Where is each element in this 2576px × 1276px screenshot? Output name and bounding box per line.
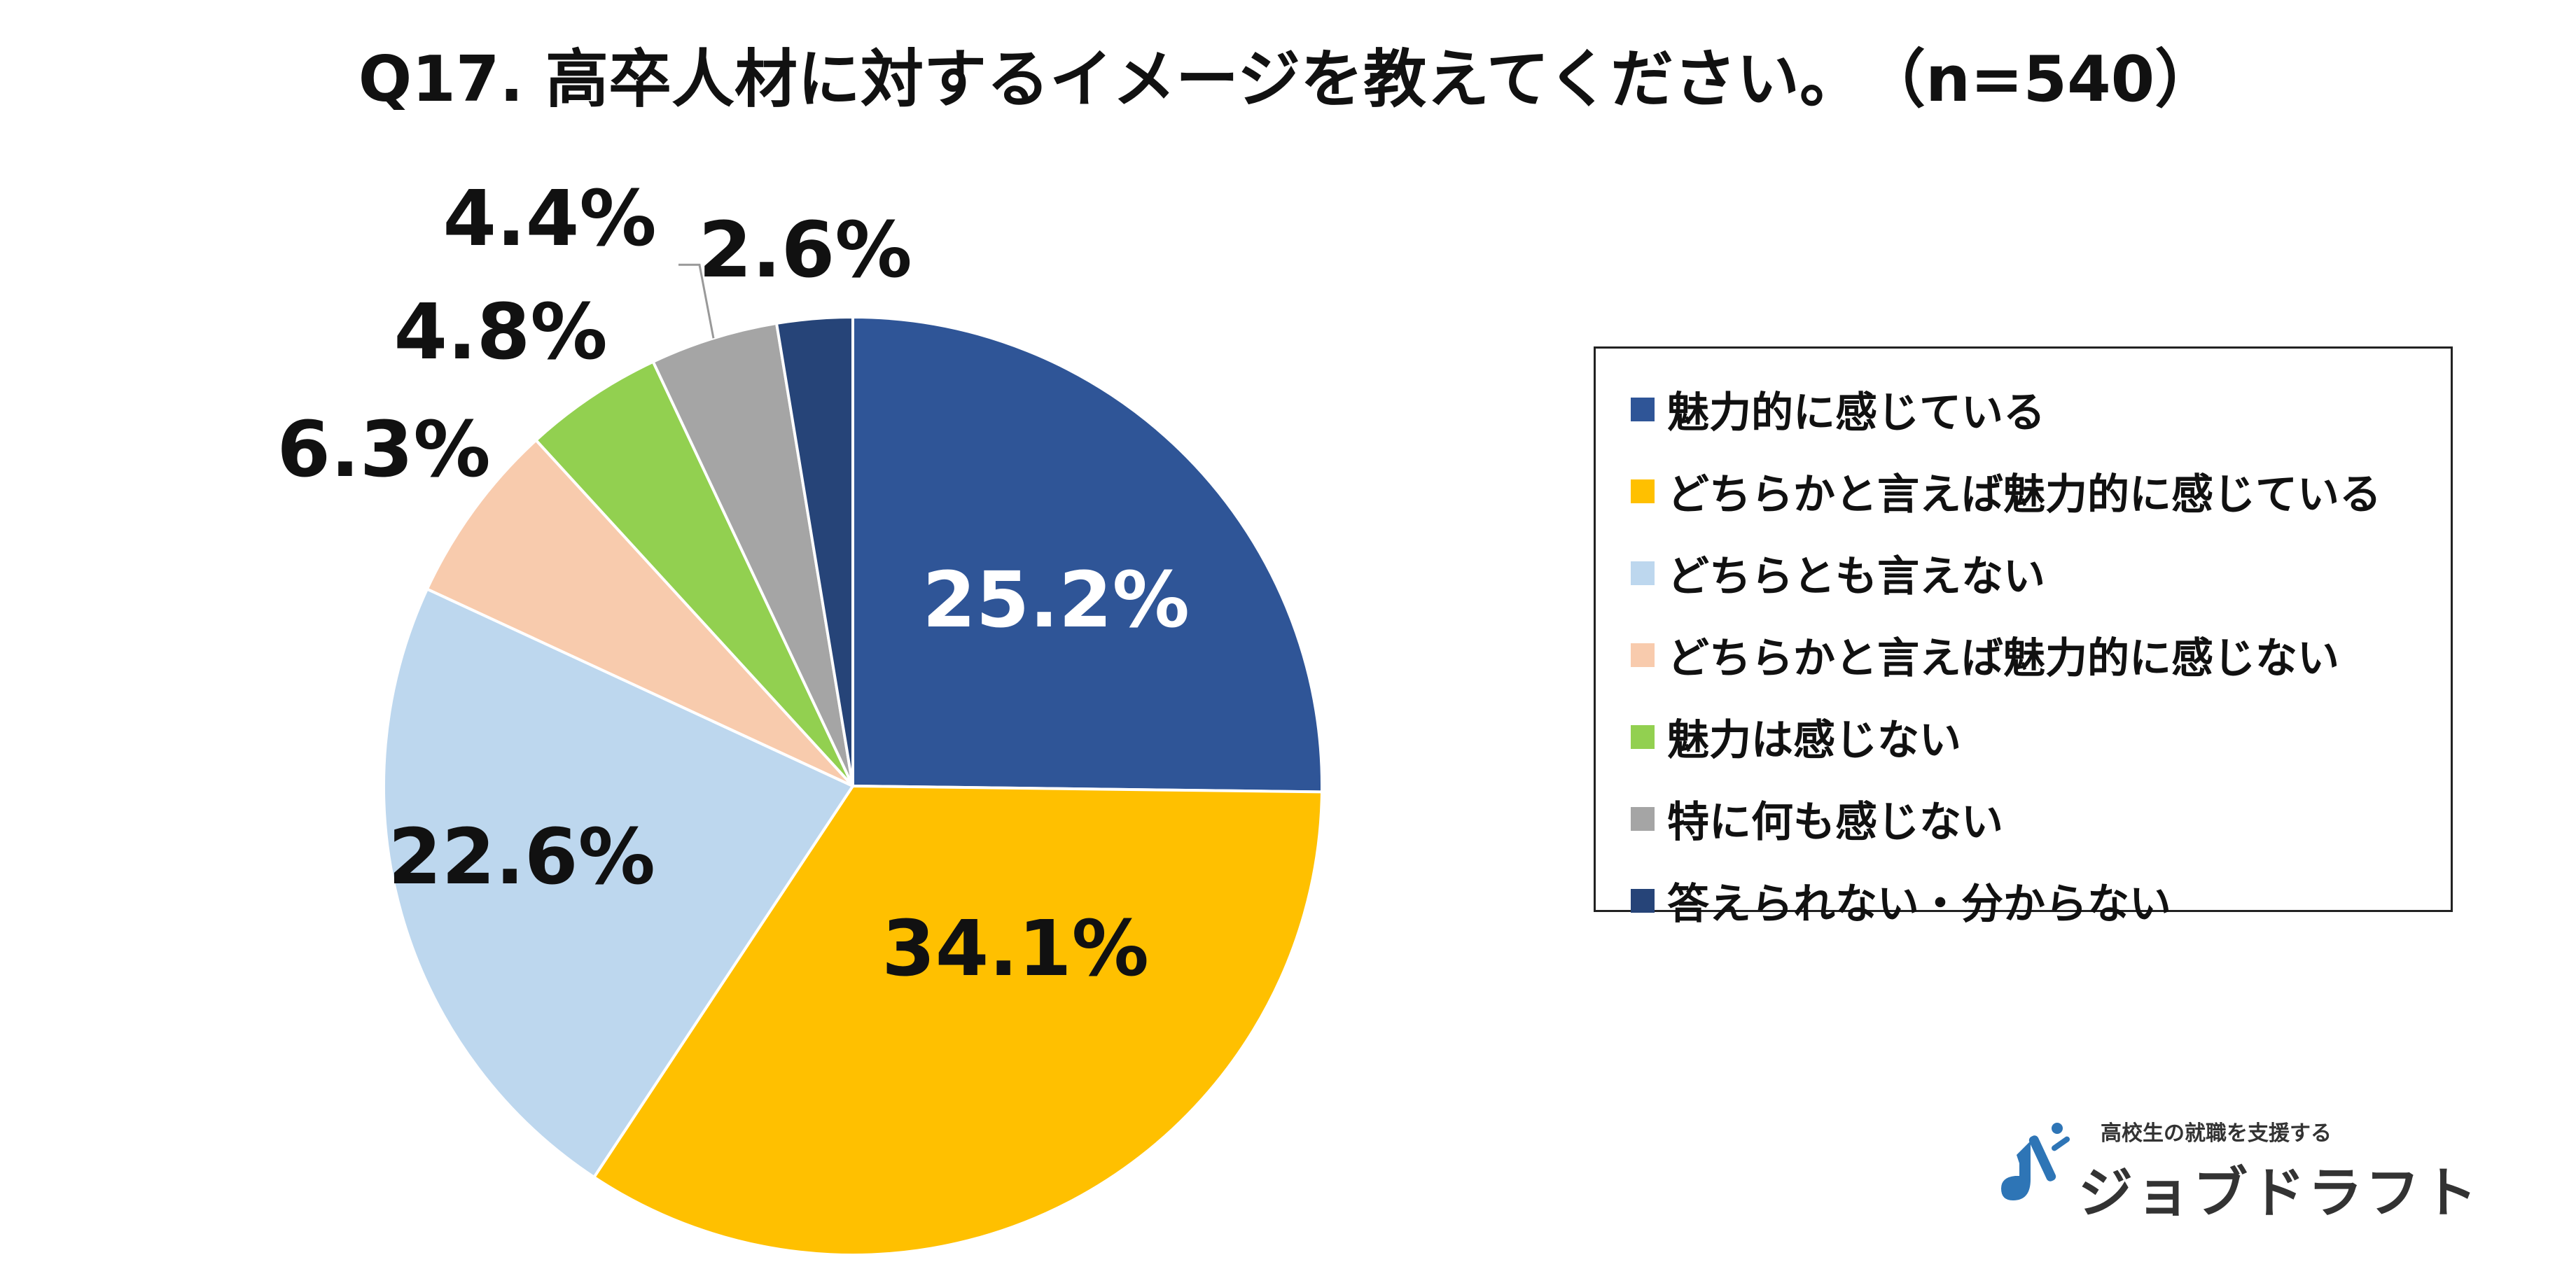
legend-label-5: 魅力は感じない: [1667, 716, 1961, 765]
data-label-5: 4.8%: [394, 287, 607, 377]
legend-item-6: 特に何も感じない: [1631, 778, 2451, 860]
pie-slice-6: [651, 321, 854, 787]
legend: 魅力的に感じているどちらかと言えば魅力的に感じている どちらとも言えないどちらかと…: [1594, 346, 2453, 929]
legend-swatch-3: [1631, 561, 1655, 585]
leader-line-6: [678, 263, 715, 339]
data-label-1: 25.2%: [922, 555, 1190, 645]
legend-label-2: どちらかと言えば魅力的に感じている: [1667, 470, 2381, 519]
legend-label-3: どちらとも言えない: [1667, 552, 2045, 601]
pie-slices: [382, 315, 1323, 1256]
data-label-4: 6.3%: [277, 405, 490, 494]
legend-swatch-1: [1631, 397, 1655, 421]
pie-slice-5: [534, 360, 854, 787]
logo-name: ジョブドラフト: [2078, 1162, 2481, 1225]
data-label-7: 2.6%: [698, 205, 912, 295]
legend-item-1: 魅力的に感じている: [1631, 368, 2451, 450]
leader-lines: [678, 263, 715, 339]
pie-slice-1: [851, 315, 1323, 794]
legend-swatch-2: [1631, 479, 1655, 503]
logo-tagline: 高校生の就職を支援する: [2101, 1121, 2332, 1146]
chart-title: Q17. 高卒人材に対するイメージを教えてください。 （n=540）: [358, 43, 2218, 116]
legend-swatch-4: [1631, 643, 1655, 667]
legend-swatch-5: [1631, 724, 1655, 749]
pie-slice-7: [774, 315, 854, 787]
legend-item-3: どちらとも言えない: [1631, 532, 2451, 614]
legend-item-7: 答えられない・分からない: [1631, 860, 2451, 941]
legend-item-4: どちらかと言えば魅力的に感じない: [1631, 614, 2451, 696]
legend-item-5: 魅力は感じない: [1631, 696, 2451, 778]
legend-item-2: どちらかと言えば魅力的に感じている: [1631, 450, 2451, 532]
legend-label-1: 魅力的に感じている: [1667, 388, 2045, 437]
brand-logo: 高校生の就職を支援する ジョブドラフト: [1996, 1113, 2477, 1225]
data-label-3: 22.6%: [388, 812, 655, 902]
data-label-6: 4.4%: [443, 174, 656, 263]
legend-label-6: 特に何も感じない: [1667, 798, 2003, 847]
pie-slice-4: [425, 438, 854, 787]
data-label-2: 34.1%: [882, 904, 1149, 993]
logo-mark-icon: [2001, 1123, 2070, 1200]
legend-label-7: 答えられない・分からない: [1667, 880, 2171, 929]
legend-swatch-7: [1631, 888, 1655, 913]
data-labels: 25.2% 34.1% 22.6% 6.3% 4.8% 4.4% 2.6%: [277, 174, 1189, 993]
pie-slice-3: [382, 587, 855, 1179]
legend-label-4: どちらかと言えば魅力的に感じない: [1667, 634, 2339, 683]
legend-swatch-6: [1631, 806, 1655, 831]
